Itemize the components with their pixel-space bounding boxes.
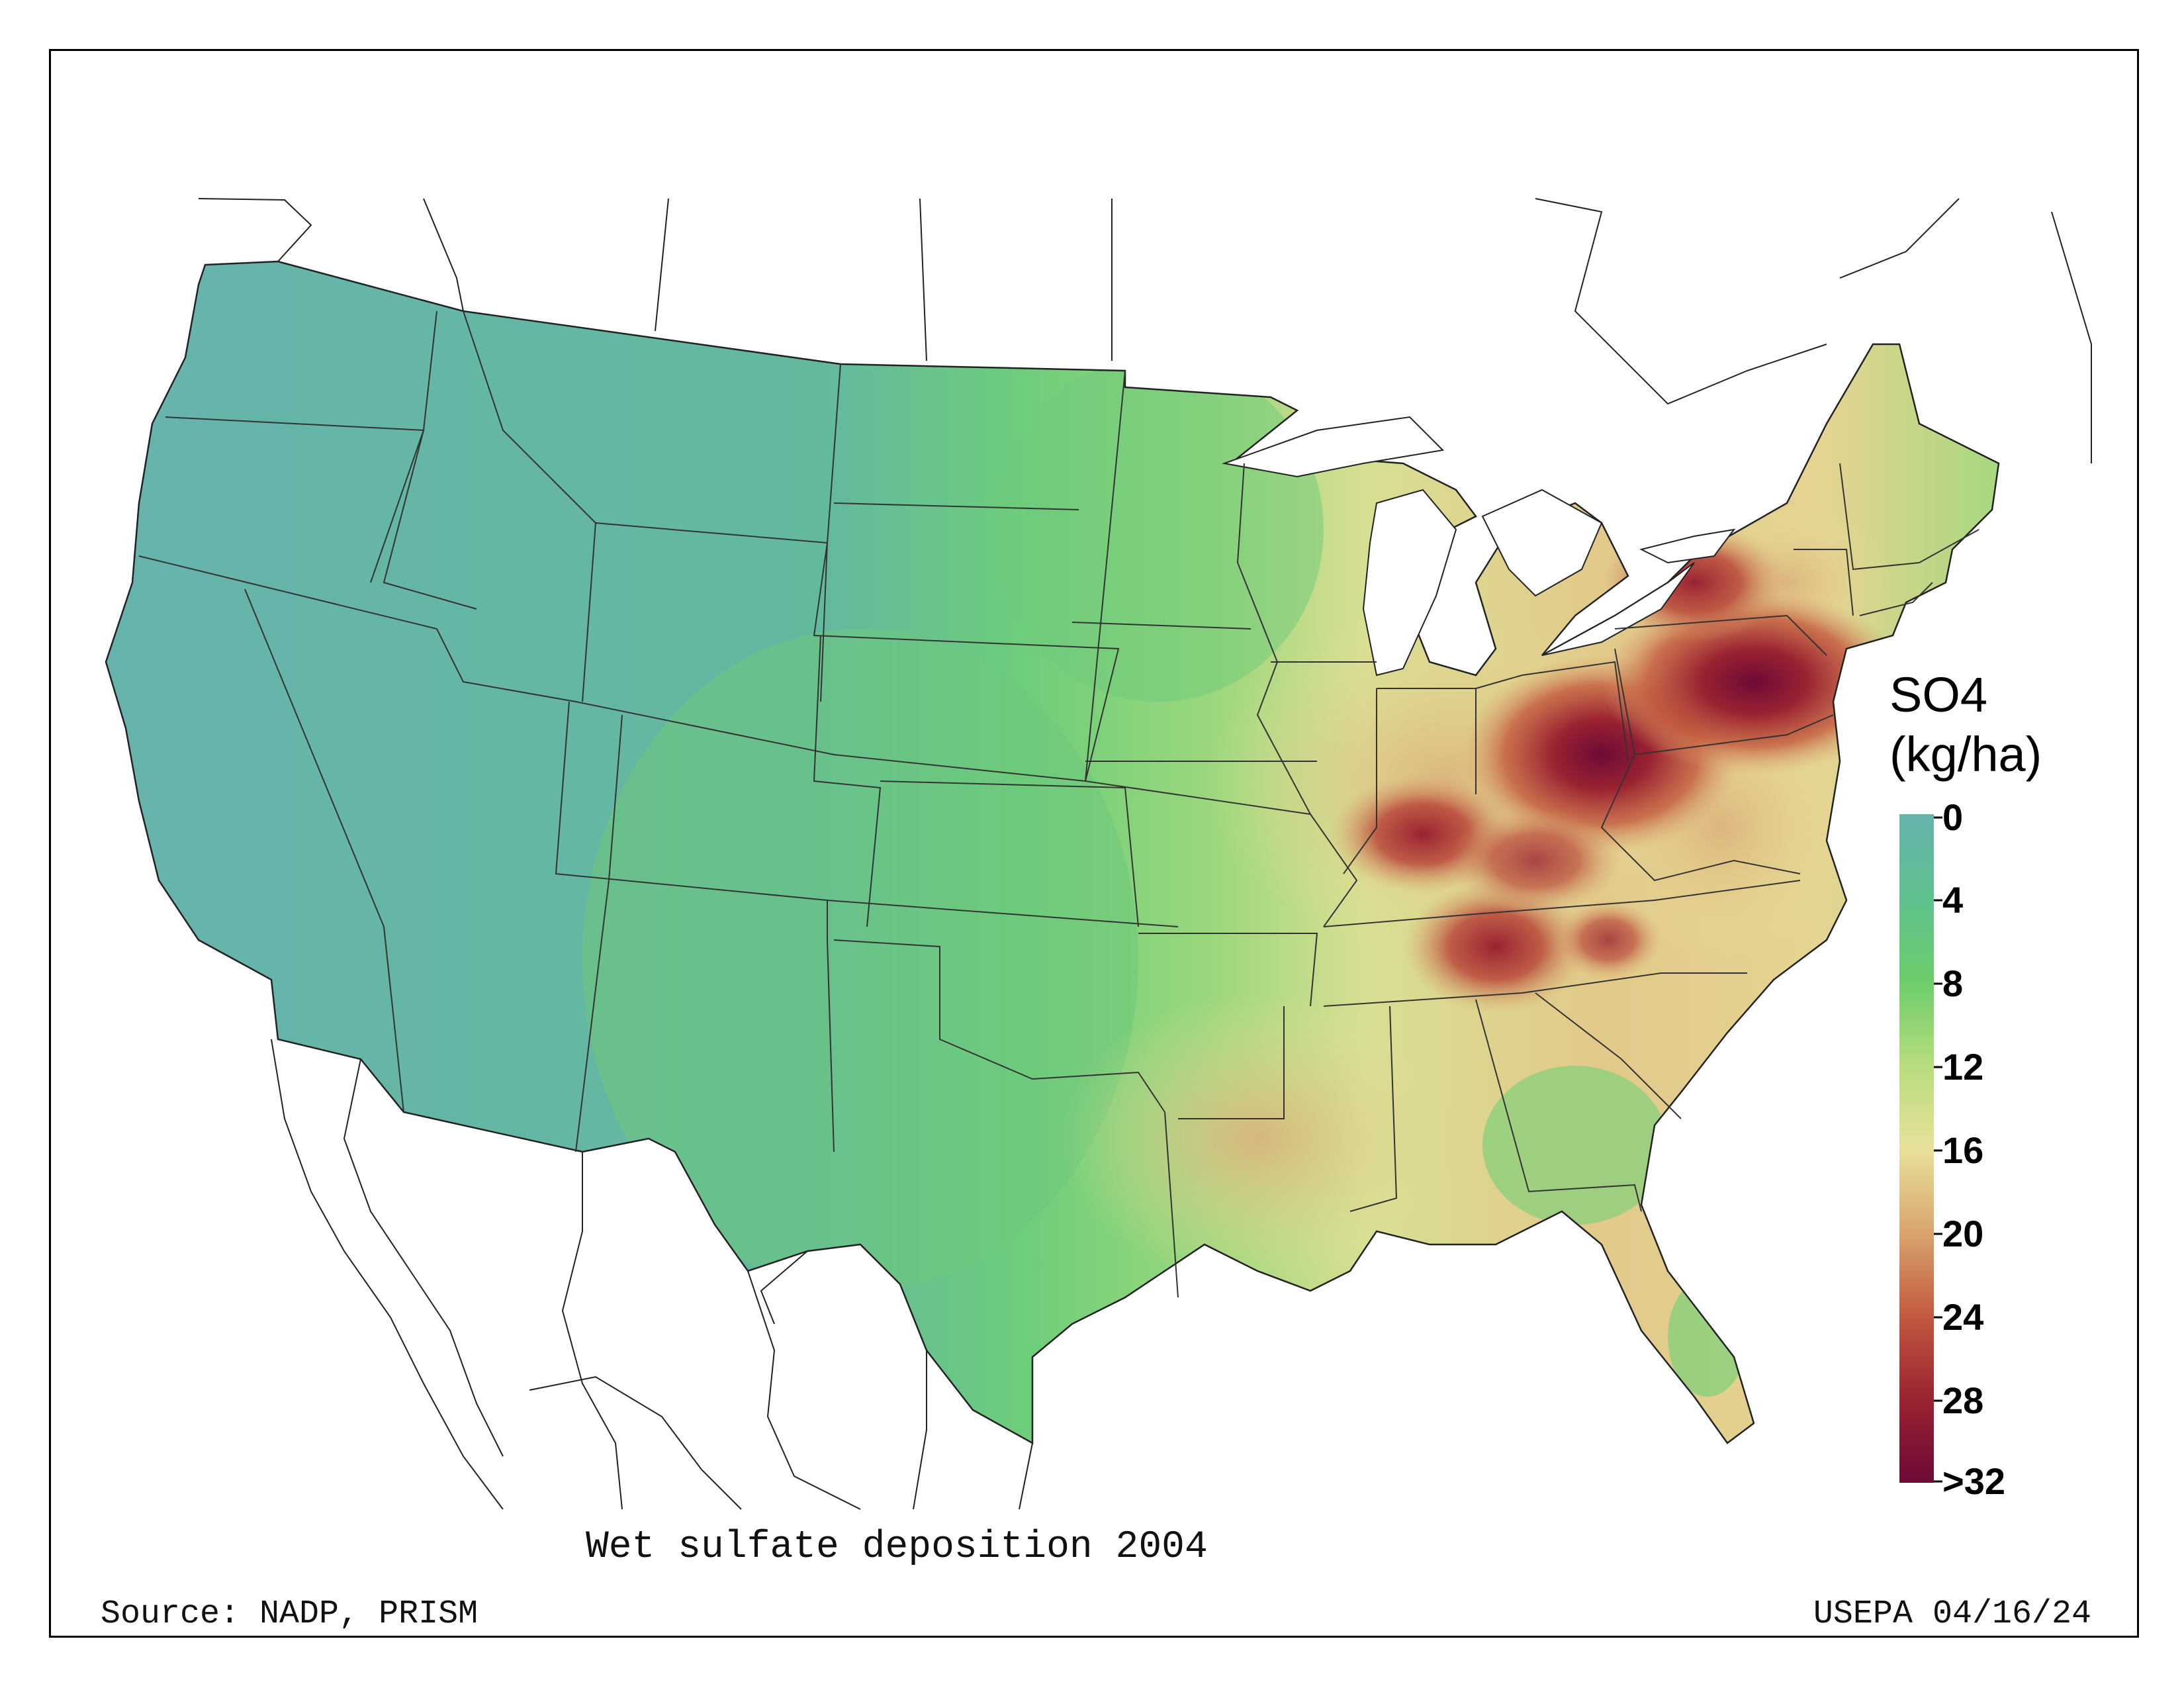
deposition-surface	[106, 261, 1999, 1443]
legend-tick-label: 24	[1942, 1296, 1984, 1338]
legend-title: SO4 (kg/ha)	[1889, 665, 2042, 784]
map-title: Wet sulfate deposition 2004	[586, 1526, 1208, 1569]
legend-tick-label: >32	[1942, 1460, 2005, 1502]
hotspot-tennessee	[1403, 880, 1588, 1013]
great-lakes	[1222, 416, 1736, 677]
state-boundaries	[138, 310, 1979, 1298]
legend-tick-label: 4	[1942, 879, 1964, 921]
legend-tick-label: 8	[1942, 962, 1964, 1004]
legend-title-line2: (kg/ha)	[1889, 727, 2042, 782]
source-note: Source: NADP, PRISM	[101, 1595, 478, 1633]
mexico-outline	[271, 1039, 1033, 1510]
legend-tick-label: 12	[1942, 1046, 1984, 1088]
legend-tick-label: 28	[1942, 1380, 1984, 1421]
legend-tick-label: 20	[1942, 1213, 1984, 1254]
legend-tick-label: 0	[1942, 796, 1964, 838]
legend-ticks	[1934, 816, 1942, 1483]
credit-note: USEPA 04/16/24	[1813, 1595, 2091, 1633]
legend-title-line1: SO4	[1889, 667, 1988, 722]
legend-tick-label: 16	[1942, 1129, 1984, 1171]
legend-color-bar	[1899, 814, 1934, 1483]
canada-outline	[198, 198, 2092, 463]
map-frame	[49, 49, 2139, 1638]
